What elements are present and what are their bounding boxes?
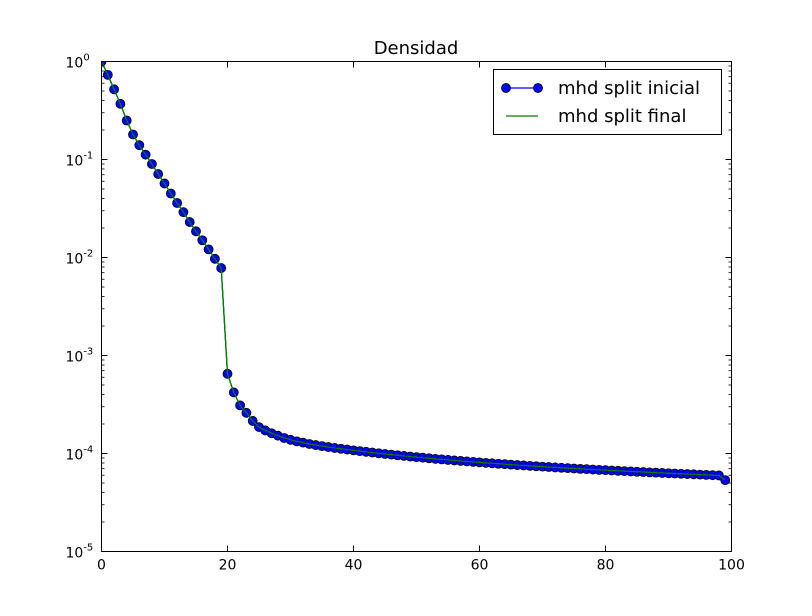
y-tick-label: 10-5 xyxy=(66,543,94,562)
legend-label-final: mhd split final xyxy=(558,106,686,127)
x-tick-label: 60 xyxy=(471,558,489,574)
legend-label-inicial: mhd split inicial xyxy=(558,78,700,99)
y-tick-exponent: 0 xyxy=(83,53,89,64)
legend-swatch-inicial-marker-left xyxy=(501,83,511,93)
y-tick-exponent: -4 xyxy=(83,445,93,456)
y-tick-base: 10 xyxy=(66,448,84,464)
y-tick-base: 10 xyxy=(66,546,84,562)
y-tick-base: 10 xyxy=(66,154,84,170)
x-tick-label: 80 xyxy=(597,558,615,574)
plot-frame xyxy=(101,61,732,552)
x-tick-label: 0 xyxy=(97,558,106,574)
legend-box xyxy=(493,69,722,135)
x-tick-label: 100 xyxy=(718,558,745,574)
x-tick-label: 20 xyxy=(219,558,237,574)
legend-swatch-inicial-marker-right xyxy=(533,83,543,93)
y-tick-label: 10-2 xyxy=(66,249,94,268)
chart-title: Densidad xyxy=(374,38,459,59)
y-tick-label: 10-3 xyxy=(66,347,94,366)
y-tick-base: 10 xyxy=(66,252,84,268)
y-tick-exponent: -1 xyxy=(83,151,93,162)
y-tick-exponent: -5 xyxy=(83,543,93,554)
y-tick-label: 10-4 xyxy=(66,445,94,464)
series-layer xyxy=(101,61,731,486)
y-tick-base: 10 xyxy=(66,56,84,72)
y-tick-label: 10-1 xyxy=(66,151,94,170)
y-tick-exponent: -3 xyxy=(83,347,93,358)
y-tick-base: 10 xyxy=(66,350,84,366)
series-line-final-overlay xyxy=(101,61,726,481)
y-tick-exponent: -2 xyxy=(83,249,93,260)
y-tick-label: 100 xyxy=(66,53,90,72)
legend: mhd split inicial mhd split final xyxy=(493,69,722,135)
x-tick-label: 40 xyxy=(345,558,363,574)
